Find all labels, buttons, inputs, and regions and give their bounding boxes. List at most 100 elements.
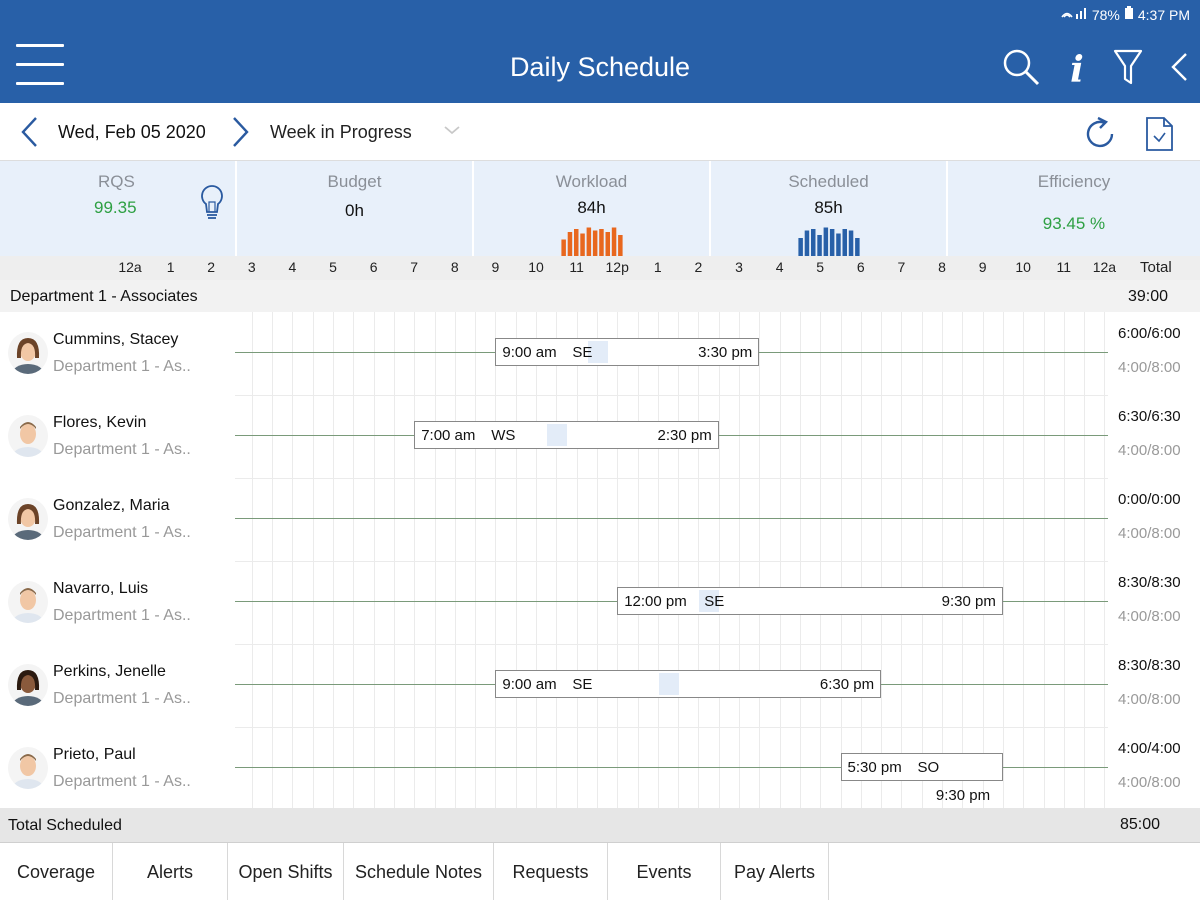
employee-name[interactable]: Flores, Kevin [53,414,147,431]
employee-row[interactable]: Flores, Kevin Department 1 - As.. 7:00 am W… [0,395,1200,478]
workload-bar [618,235,623,256]
previous-day-chevron-icon[interactable] [18,115,42,149]
employee-name[interactable]: Perkins, Jenelle [53,663,166,680]
metric-workload[interactable]: Workload 84h [474,161,711,256]
hour-tick: 3 [735,259,743,275]
department-total: 39:00 [1128,288,1169,305]
weekly-hours: 4:00/8:00 [1118,691,1181,708]
metric-label: RQS [98,172,135,191]
tab-coverage[interactable]: Coverage [0,843,113,900]
shift-bar[interactable]: 12:00 pm SE 9:30 pm [617,587,1003,615]
hours-total: 8:30/8:30 4:00/8:00 [1108,561,1200,644]
metric-value: 99.35 [94,198,137,217]
grid-line [272,312,274,808]
grid-line [596,312,598,808]
grid-row-line [235,727,1108,728]
tab-alerts[interactable]: Alerts [113,843,228,900]
avatar [8,498,48,540]
workload-bar [611,227,617,256]
employee-name[interactable]: Navarro, Luis [53,580,149,597]
hour-tick: 9 [978,259,987,275]
publish-document-icon[interactable] [1142,115,1178,153]
tab-events[interactable]: Events [608,843,721,900]
weekly-hours: 4:00/8:00 [1118,608,1181,625]
grid-line [1043,312,1045,808]
hour-tick: 7 [410,259,419,275]
hamburger-menu-icon[interactable] [16,44,64,86]
metric-rqs: RQS 99.35 [0,161,237,256]
total-scheduled-row: Total Scheduled 85:00 [0,808,1200,842]
lightbulb-icon[interactable] [198,183,226,223]
shift-bar[interactable]: 9:00 am SE 6:30 pm [495,670,882,698]
shift-bar[interactable]: 9:00 am SE 3:30 pm [495,338,760,366]
shift-start-time: 9:00 am [502,344,557,361]
workload-bar [580,233,585,256]
grid-line [962,312,964,808]
workload-bar [586,227,592,256]
grid-line [434,312,436,808]
filter-icon[interactable] [1112,46,1144,88]
hour-tick: 5 [329,259,337,275]
department-header[interactable]: Department 1 - Associates 39:00 [0,280,1200,312]
grid-row-line [235,644,1108,645]
shift-code: SE [572,676,593,693]
total-scheduled-value: 85:00 [1120,816,1161,833]
metric-value: 84h [577,198,606,217]
shift-code: SE [704,593,725,610]
shift-bar[interactable]: 7:00 am WS 2:30 pm [414,421,719,449]
grid-line [799,312,801,808]
avatar [8,581,48,623]
employee-name[interactable]: Prieto, Paul [53,746,136,763]
employee-row[interactable]: Prieto, Paul Department 1 - As.. 5:30 pm SO… [0,727,1200,810]
search-icon[interactable] [1000,46,1040,88]
metric-label: Efficiency [1037,172,1111,191]
hour-tick: 3 [247,259,256,275]
employee-name[interactable]: Gonzalez, Maria [53,497,170,514]
tab-pay-alerts[interactable]: Pay Alerts [721,843,829,900]
grid-line [921,312,923,808]
shift-start-time: 9:00 am [502,676,557,693]
info-icon[interactable]: i [1062,46,1092,91]
shift-end-time: 9:30 pm [941,593,996,610]
status-bar: 78% 4:37 PM [1060,6,1190,23]
grid-row-line [235,395,1108,396]
grid-line [495,312,497,808]
weekly-hours: 4:00/8:00 [1118,774,1181,791]
employee-name[interactable]: Cummins, Stacey [53,331,179,348]
grid-line [739,312,740,808]
grid-line [333,312,334,808]
shift-start-time: 12:00 pm [624,593,687,610]
signal-icon [1060,6,1088,23]
collapse-chevron-icon[interactable] [1168,46,1190,88]
tab-open-shifts[interactable]: Open Shifts [228,843,344,900]
grid-line [617,312,619,808]
grid-line [881,312,883,808]
current-date: Wed, Feb 05 2020 [58,122,206,142]
grid-line [1002,312,1004,808]
shift-code: SE [572,344,593,361]
weekly-hours: 4:00/8:00 [1118,359,1181,376]
next-day-chevron-icon[interactable] [228,115,252,149]
grid-line [982,312,984,808]
metric-scheduled[interactable]: Scheduled 85h [711,161,948,256]
refresh-icon[interactable] [1082,115,1118,153]
grid-line [475,312,477,808]
break-block [699,590,720,612]
shift-end-time: 6:30 pm [819,676,875,693]
employee-department: Department 1 - As.. [53,690,191,707]
shift-end-time: 9:30 pm [935,787,991,804]
avatar [8,415,48,457]
employee-row[interactable]: Gonzalez, Maria Department 1 - As.. 0:00/0… [0,478,1200,561]
chevron-down-icon [442,122,462,140]
metric-value: 0h [345,201,364,220]
tab-requests[interactable]: Requests [494,843,608,900]
shift-bar[interactable]: 5:30 pm SO 9:30 pm [840,753,1003,804]
hours-total: 0:00/0:00 4:00/8:00 [1108,478,1200,561]
tab-schedule-notes[interactable]: Schedule Notes [344,843,494,900]
employee-row[interactable]: Navarro, Luis Department 1 - As.. 12:00 pm… [0,561,1200,644]
employee-row[interactable]: Perkins, Jenelle Department 1 - As.. 9:00 … [0,644,1200,727]
employee-row[interactable]: Cummins, Stacey Department 1 - As.. 9:00 a… [0,312,1200,395]
employee-department: Department 1 - As.. [53,358,191,375]
period-dropdown[interactable]: Week in Progress [270,122,470,143]
metric-label: Scheduled [788,172,869,191]
